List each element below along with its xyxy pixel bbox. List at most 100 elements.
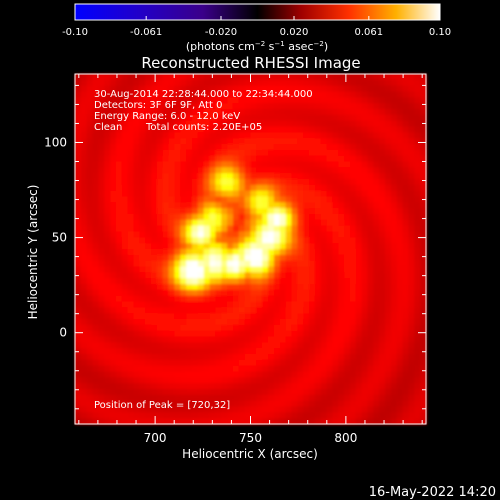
heatmap-cell <box>297 109 304 116</box>
heatmap-cell <box>86 109 94 116</box>
heatmap-cell <box>262 161 269 168</box>
heatmap-cell <box>250 278 257 285</box>
heatmap-cell <box>151 184 158 192</box>
heatmap-cell <box>86 301 94 308</box>
heatmap-cell <box>361 266 369 273</box>
heatmap-cell <box>238 196 246 203</box>
heatmap-cell <box>279 237 287 244</box>
heatmap-cell <box>344 354 351 361</box>
heatmap-cell <box>408 167 415 174</box>
heatmap-cell <box>168 359 176 367</box>
heatmap-cell <box>262 254 269 262</box>
heatmap-cell <box>268 278 275 285</box>
heatmap-cell <box>338 103 345 110</box>
heatmap-cell <box>244 243 252 250</box>
heatmap-cell <box>291 184 298 192</box>
heatmap-cell <box>262 278 269 285</box>
heatmap-cell <box>279 173 287 180</box>
heatmap-cell <box>385 126 392 133</box>
heatmap-cell <box>145 132 152 139</box>
heatmap-cell <box>367 225 374 233</box>
heatmap-cell <box>121 260 129 268</box>
heatmap-cell <box>332 190 339 198</box>
heatmap-cell <box>145 144 152 151</box>
heatmap-cell <box>209 208 216 215</box>
heatmap-cell <box>174 354 181 361</box>
heatmap-cell <box>133 161 140 168</box>
heatmap-cell <box>151 79 158 87</box>
heatmap-cell <box>390 161 398 168</box>
heatmap-cell <box>92 190 99 198</box>
heatmap-cell <box>314 91 322 98</box>
heatmap-cell <box>192 114 199 122</box>
heatmap-cell <box>98 272 105 279</box>
heatmap-cell <box>408 295 415 303</box>
heatmap-cell <box>232 319 240 326</box>
heatmap-cell <box>244 138 252 145</box>
heatmap-cell <box>303 319 310 326</box>
heatmap-cell <box>75 173 82 180</box>
heatmap-cell <box>151 266 158 273</box>
heatmap-cell <box>250 109 257 116</box>
heatmap-cell <box>268 97 275 104</box>
heatmap-cell <box>162 289 170 297</box>
heatmap-cell <box>279 389 287 396</box>
heatmap-cell <box>285 161 293 168</box>
heatmap-cell <box>221 418 228 425</box>
heatmap-cell <box>414 231 421 238</box>
heatmap-cell <box>396 225 404 233</box>
heatmap-cell <box>314 149 322 157</box>
heatmap-cell <box>379 301 386 308</box>
heatmap-cell <box>192 278 199 285</box>
heatmap-cell <box>402 330 410 338</box>
heatmap-cell <box>151 365 158 373</box>
heatmap-cell <box>209 120 216 128</box>
heatmap-cell <box>238 126 246 133</box>
heatmap-cell <box>75 79 82 87</box>
heatmap-cell <box>373 74 380 81</box>
heatmap-cell <box>80 167 88 174</box>
heatmap-cell <box>133 109 140 116</box>
heatmap-cell <box>385 144 392 151</box>
heatmap-cell <box>420 144 427 151</box>
heatmap-cell <box>151 249 158 256</box>
heatmap-cell <box>162 190 170 198</box>
heatmap-cell <box>80 243 88 250</box>
heatmap-cell <box>326 249 333 256</box>
heatmap-cell <box>379 109 386 116</box>
heatmap-cell <box>75 313 82 320</box>
heatmap-cell <box>98 359 105 367</box>
heatmap-cell <box>326 377 333 384</box>
heatmap-cell <box>344 120 351 128</box>
heatmap-cell <box>221 307 228 314</box>
heatmap-cell <box>297 85 304 93</box>
heatmap-cell <box>285 243 293 250</box>
heatmap-cell <box>127 307 135 314</box>
heatmap-cell <box>156 74 164 81</box>
heatmap-cell <box>186 272 193 279</box>
heatmap-cell <box>402 260 410 268</box>
heatmap-cell <box>238 400 246 408</box>
heatmap-cell <box>262 249 269 256</box>
heatmap-cell <box>180 307 187 314</box>
heatmap-cell <box>373 103 380 110</box>
heatmap-cell <box>110 179 117 186</box>
heatmap-cell <box>98 190 105 198</box>
heatmap-cell <box>180 301 187 308</box>
heatmap-cell <box>75 202 82 209</box>
heatmap-cell <box>174 173 181 180</box>
heatmap-cell <box>174 394 181 402</box>
heatmap-cell <box>209 97 216 104</box>
heatmap-cell <box>285 371 293 378</box>
heatmap-cell <box>273 196 281 203</box>
heatmap-cell <box>385 231 392 238</box>
heatmap-cell <box>92 377 99 384</box>
heatmap-cell <box>215 354 222 361</box>
heatmap-cell <box>390 79 398 87</box>
heatmap-cell <box>291 260 298 268</box>
heatmap-cell <box>373 418 380 425</box>
heatmap-cell <box>121 161 129 168</box>
heatmap-cell <box>355 161 363 168</box>
heatmap-cell <box>320 354 328 361</box>
heatmap-cell <box>314 266 322 273</box>
